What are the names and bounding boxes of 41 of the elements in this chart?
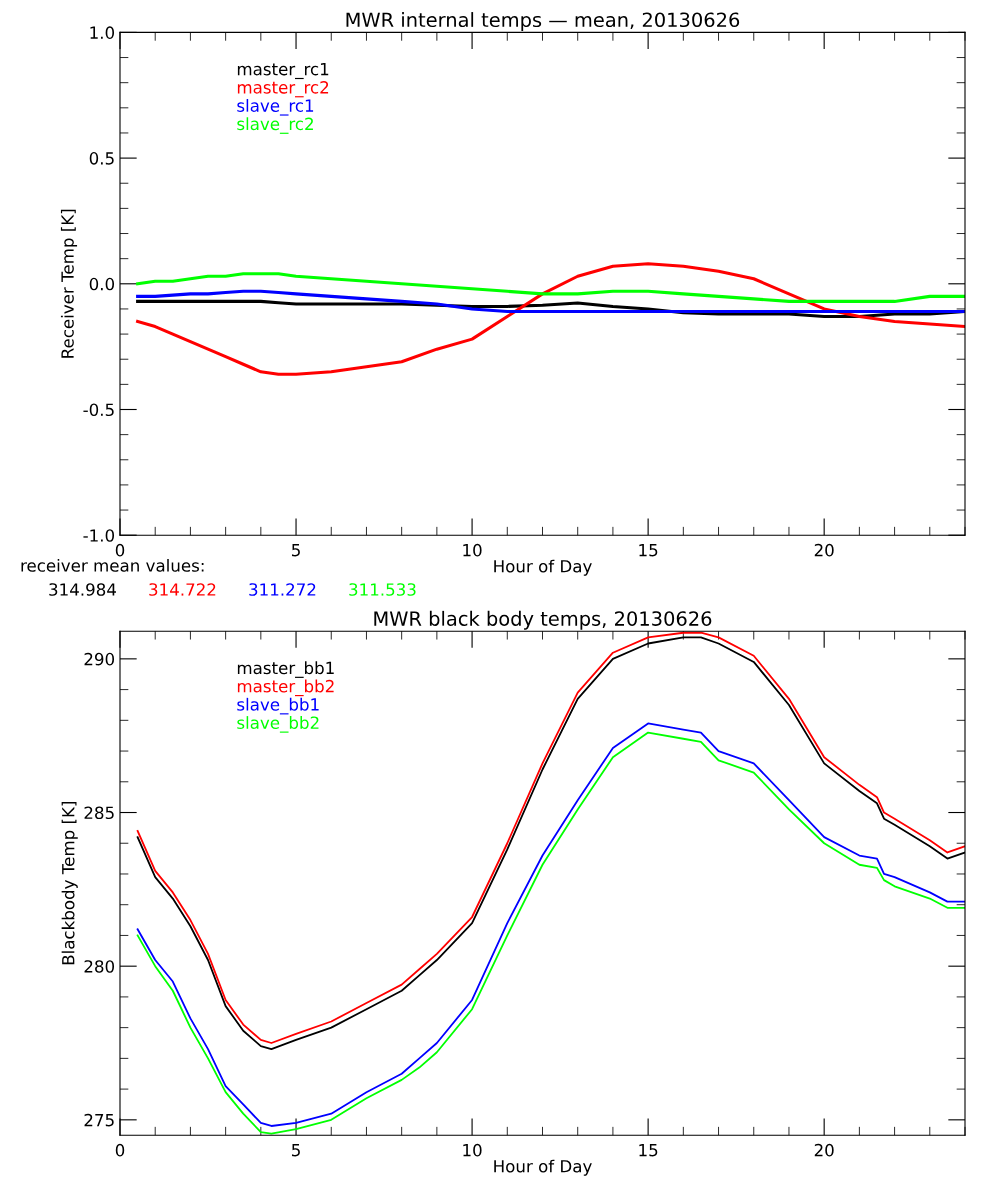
y-axis-title: Blackbody Temp [K] (61, 802, 78, 965)
text: 311.533 (349, 583, 416, 596)
line-series (136, 272, 965, 303)
text: receiver mean values: (21, 558, 204, 572)
y-tick-label: 275 (84, 1113, 114, 1127)
y-tick-label: 0.0 (89, 277, 115, 291)
legend-label: master_rc1 (237, 63, 329, 80)
text: 314.722 (149, 583, 216, 596)
text: 314.984 (49, 583, 116, 596)
x-tick-label: 0 (115, 543, 125, 557)
x-axis-title: Hour of Day (494, 1159, 592, 1176)
x-tick-label: 20 (814, 1143, 834, 1157)
y-tick-label: -0.5 (83, 403, 114, 417)
y-tick-label: 290 (84, 652, 115, 666)
x-tick-label: 10 (463, 543, 482, 557)
text: 311.272 (249, 583, 316, 596)
text: master_bb2 (237, 679, 334, 697)
text: master_rc2 (237, 81, 329, 98)
y-tick-label: 0.5 (89, 152, 114, 165)
text: slave_bb1 (237, 697, 319, 715)
x-tick-label: 5 (292, 1144, 300, 1157)
text: slave_rc1 (237, 99, 314, 116)
y-axis-title: Receiver Temp [K] (60, 209, 78, 358)
line-series (136, 289, 965, 313)
y-tick-label: 285 (84, 806, 114, 820)
x-tick-label: 15 (639, 544, 658, 557)
line-series (136, 262, 965, 376)
chart-title: MWR internal temps — mean, 20130626 (346, 12, 740, 31)
x-tick-label: 5 (292, 544, 300, 557)
x-tick-label: 0 (115, 1143, 125, 1157)
x-axis-title: Hour of Day (494, 559, 592, 576)
text: slave_bb2 (237, 716, 319, 733)
y-tick-label: 280 (84, 960, 115, 973)
y-tick-label: 1.0 (90, 26, 115, 39)
x-tick-label: 15 (639, 1144, 658, 1157)
legend-label: master_bb1 (237, 661, 334, 678)
chart-title: MWR black body temps, 20130626 (374, 610, 712, 630)
x-tick-label: 20 (814, 543, 834, 557)
text: slave_rc2 (237, 117, 313, 134)
y-tick-label: -1.0 (83, 529, 115, 542)
x-tick-label: 10 (463, 1143, 482, 1157)
